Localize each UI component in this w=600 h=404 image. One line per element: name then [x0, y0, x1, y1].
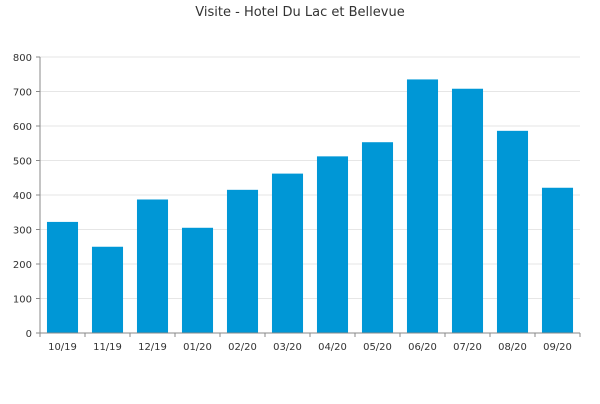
x-tick-label: 09/20 — [543, 342, 572, 353]
bar — [541, 187, 574, 333]
x-tick-label: 02/20 — [228, 342, 257, 353]
x-tick-label: 10/19 — [48, 342, 77, 353]
x-tick-label: 04/20 — [318, 342, 347, 353]
x-tick-label: 03/20 — [273, 342, 302, 353]
y-tick-label: 0 — [26, 329, 32, 340]
bar — [91, 246, 124, 333]
x-tick-label: 06/20 — [408, 342, 437, 353]
x-axis-ticks: 10/19 11/19 12/19 01/20 02/20 03/20 04/20 05/20… — [39, 333, 581, 353]
x-tick-label: 07/20 — [453, 342, 482, 353]
bar — [361, 142, 394, 333]
bar — [181, 227, 214, 333]
y-tick-label: 800 — [13, 53, 32, 64]
x-tick-label: 12/19 — [138, 342, 167, 353]
y-tick-label: 300 — [13, 226, 32, 237]
bar — [271, 173, 304, 333]
x-tick-label: 08/20 — [498, 342, 527, 353]
bar — [136, 199, 169, 333]
y-tick-label: 100 — [13, 295, 32, 306]
gridlines — [40, 56, 580, 299]
x-tick-label: 11/19 — [93, 342, 122, 353]
x-tick-label: 01/20 — [183, 342, 212, 353]
bar — [496, 130, 529, 333]
chart-title: Visite - Hotel Du Lac et Bellevue — [195, 5, 404, 20]
bar — [406, 79, 439, 333]
y-tick-label: 500 — [13, 157, 32, 168]
bar — [316, 156, 349, 333]
bar — [226, 189, 259, 333]
y-axis-ticks: 0 100 200 300 400 500 600 700 800 — [13, 53, 40, 340]
x-tick-label: 05/20 — [363, 342, 392, 353]
y-tick-label: 400 — [13, 191, 32, 202]
y-tick-label: 200 — [13, 260, 32, 271]
bar — [46, 221, 79, 333]
y-tick-label: 600 — [13, 122, 32, 133]
bar — [451, 88, 484, 334]
bars — [46, 79, 574, 334]
y-tick-label: 700 — [13, 88, 32, 99]
